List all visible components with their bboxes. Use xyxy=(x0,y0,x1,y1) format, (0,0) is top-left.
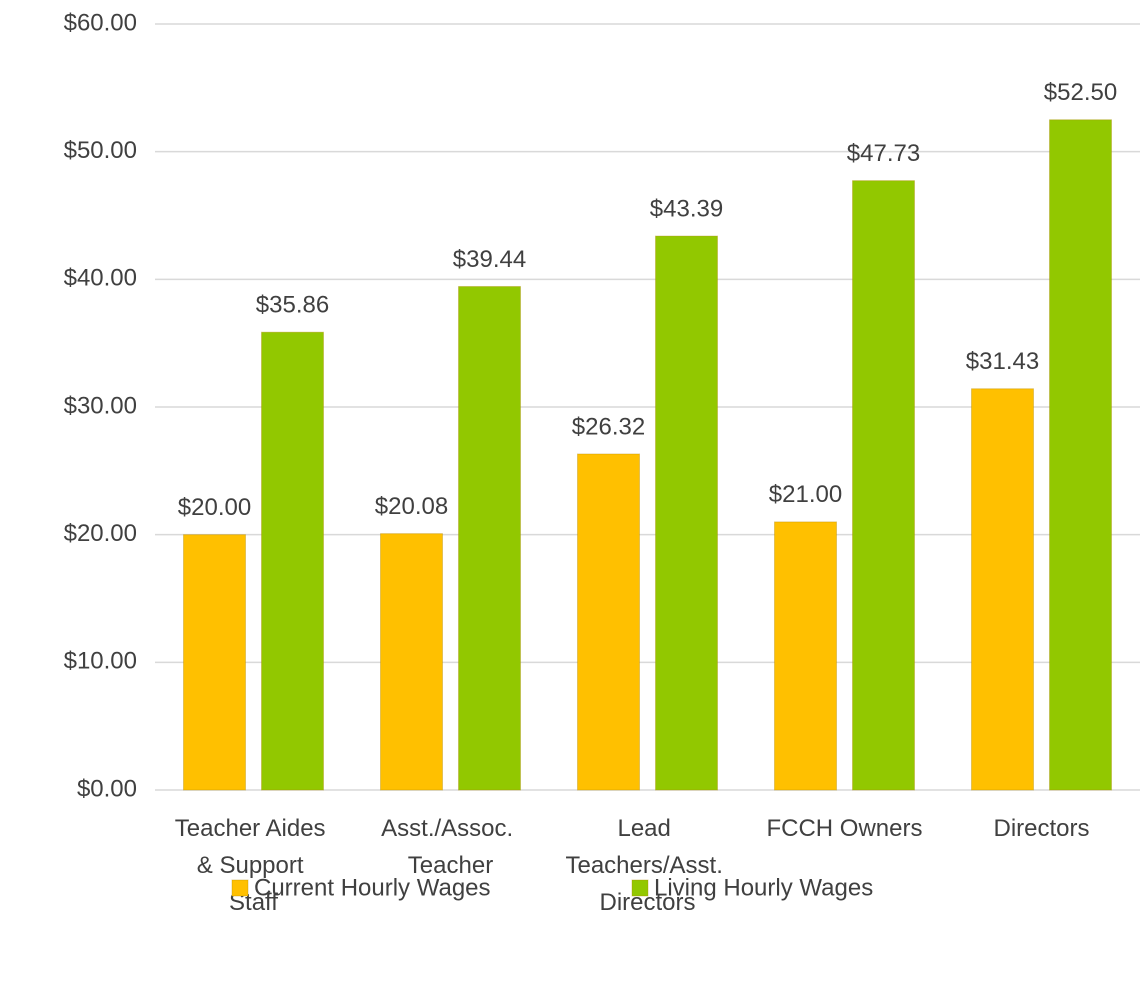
y-tick-label: $20.00 xyxy=(64,520,137,547)
y-tick-label: $50.00 xyxy=(64,137,137,164)
value-label: $20.00 xyxy=(178,494,251,521)
legend-label: Living Hourly Wages xyxy=(654,874,873,901)
value-label: $35.86 xyxy=(256,292,329,319)
y-tick-label: $0.00 xyxy=(77,775,137,802)
bar xyxy=(852,180,915,791)
bar xyxy=(655,235,718,791)
bar xyxy=(774,521,837,791)
y-tick-label: $60.00 xyxy=(64,9,137,36)
bar xyxy=(380,533,443,791)
x-tick-label: Teacher Aides & Support Staff xyxy=(175,815,332,916)
y-tick-label: $10.00 xyxy=(64,648,137,675)
bar xyxy=(261,331,324,791)
bar xyxy=(577,453,640,791)
y-tick-label: $40.00 xyxy=(64,265,137,292)
legend-label: Current Hourly Wages xyxy=(254,874,491,901)
x-tick-label: Directors xyxy=(993,815,1089,842)
value-label: $26.32 xyxy=(572,413,645,440)
value-label: $43.39 xyxy=(650,195,723,222)
bar xyxy=(971,388,1034,791)
y-tick-label: $30.00 xyxy=(64,392,137,419)
value-label: $20.08 xyxy=(375,493,448,520)
legend-swatch xyxy=(231,879,249,897)
x-tick-label: Asst./Assoc. Teacher xyxy=(381,815,520,879)
legend-swatch xyxy=(631,879,649,897)
x-tick-label: FCCH Owners xyxy=(766,815,922,842)
value-label: $47.73 xyxy=(847,140,920,167)
bar xyxy=(1049,119,1112,791)
bar xyxy=(183,534,246,791)
value-label: $21.00 xyxy=(769,481,842,508)
value-label: $31.43 xyxy=(966,348,1039,375)
value-label: $39.44 xyxy=(453,246,526,273)
value-label: $52.50 xyxy=(1044,79,1117,106)
bar xyxy=(458,285,521,791)
